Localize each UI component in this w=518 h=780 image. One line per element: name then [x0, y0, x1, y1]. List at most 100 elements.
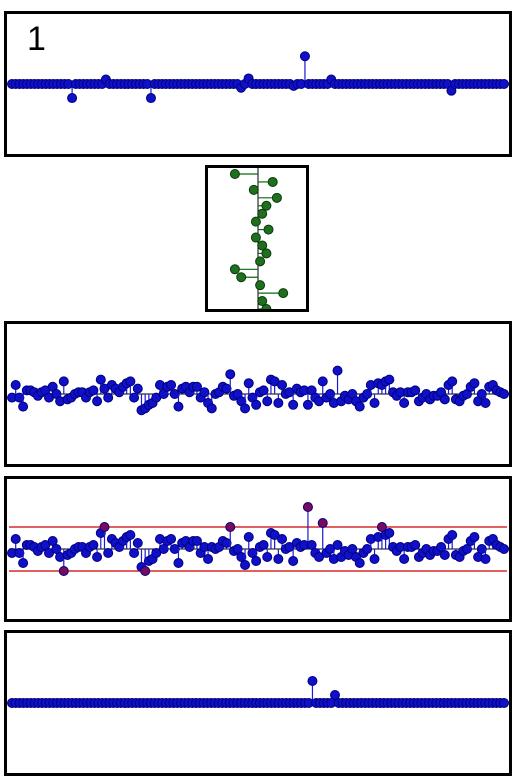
- stem-marker: [14, 548, 25, 558]
- stem-marker: [240, 560, 251, 570]
- stem-marker: [263, 224, 274, 235]
- stem-marker: [288, 399, 299, 410]
- stem-marker: [476, 544, 487, 554]
- stem-marker: [267, 176, 278, 187]
- stem-marker: [10, 534, 21, 544]
- stem-marker: [261, 200, 272, 211]
- stem-marker: [169, 544, 180, 554]
- stem-marker: [173, 558, 184, 568]
- stem-marker: [125, 530, 136, 540]
- stem-marker: [132, 383, 143, 394]
- stem-marker: [158, 544, 169, 554]
- stem-marker: [206, 403, 217, 414]
- panel-label: 1: [27, 20, 46, 58]
- stem-marker: [439, 394, 450, 405]
- stem-marker: [14, 392, 25, 403]
- stem-marker: [221, 538, 232, 548]
- stem-marker: [191, 381, 202, 392]
- stem-marker: [257, 296, 268, 307]
- stem-marker: [376, 522, 387, 532]
- stem-marker: [67, 93, 78, 104]
- stem-marker: [369, 554, 380, 564]
- stem-marker: [255, 280, 266, 291]
- stem-marker: [399, 398, 410, 408]
- stem-marker: [92, 396, 103, 407]
- stem-marker: [250, 216, 261, 227]
- stem-marker: [362, 544, 373, 554]
- stem-marker: [399, 554, 410, 564]
- stem-marker: [262, 396, 273, 407]
- stem-marker: [499, 698, 509, 708]
- stem-marker: [329, 690, 340, 700]
- stem-marker: [250, 232, 261, 243]
- stem-marker: [88, 540, 99, 550]
- stem-marker: [191, 536, 202, 546]
- stem-marker: [58, 376, 69, 387]
- noisy-stem-plot: [7, 365, 509, 416]
- stem-marker: [462, 544, 473, 554]
- stem-marker: [261, 304, 272, 309]
- stem-marker: [18, 558, 29, 568]
- stem-marker: [439, 550, 450, 560]
- stem-marker: [476, 389, 487, 399]
- stem-marker: [447, 530, 458, 540]
- stem-marker: [240, 403, 251, 414]
- stem-marker: [410, 385, 421, 396]
- stem-marker: [277, 380, 288, 390]
- stem-marker: [302, 399, 313, 410]
- stem-marker: [229, 169, 240, 179]
- stem-marker: [129, 548, 140, 558]
- stem-marker: [129, 392, 140, 403]
- stem-marker: [258, 540, 269, 550]
- noisy-signal-panel: [4, 321, 512, 467]
- stem-marker: [236, 552, 247, 562]
- stem-marker: [317, 376, 328, 387]
- stem-marker: [278, 288, 289, 299]
- stem-marker: [251, 399, 262, 410]
- stem-marker: [225, 522, 236, 532]
- stem-marker: [166, 380, 177, 390]
- stem-marker: [480, 398, 491, 408]
- stem-marker: [277, 534, 288, 544]
- stem-marker: [369, 398, 380, 408]
- stem-marker: [384, 374, 395, 385]
- stem-marker: [251, 556, 262, 566]
- stem-marker: [203, 554, 214, 564]
- recovered-signal-panel: [4, 630, 512, 776]
- threshold-stem-plot: [7, 502, 509, 576]
- stem-marker: [384, 528, 395, 538]
- stem-marker: [255, 256, 266, 267]
- stem-marker: [499, 544, 509, 554]
- stem-marker: [325, 389, 336, 399]
- stem-marker: [262, 552, 273, 562]
- stem-marker: [469, 532, 480, 542]
- threshold-signal-panel: [4, 476, 512, 622]
- stem-marker: [221, 383, 232, 394]
- stem-marker: [447, 376, 458, 387]
- stem-marker: [354, 401, 365, 412]
- stem-marker: [258, 385, 269, 396]
- stem-marker: [243, 378, 254, 389]
- stem-marker: [288, 556, 299, 566]
- stem-marker: [354, 558, 365, 568]
- stem-marker: [58, 566, 69, 576]
- stem-marker: [273, 398, 284, 408]
- stem-marker: [347, 544, 358, 554]
- stem-marker: [95, 374, 106, 385]
- stem-marker: [18, 401, 29, 412]
- stem-marker: [88, 385, 99, 396]
- stem-marker: [140, 566, 151, 576]
- stem-marker: [499, 79, 509, 89]
- stem-marker: [410, 540, 421, 550]
- stem-marker: [229, 264, 240, 275]
- stem-marker: [92, 552, 103, 562]
- stem-marker: [469, 378, 480, 389]
- recovered-stem-plot: [7, 676, 509, 708]
- stem-marker: [47, 536, 58, 546]
- stem-marker: [307, 676, 318, 686]
- stem-marker: [332, 365, 343, 376]
- sparse-signal-panel: 1: [4, 11, 512, 157]
- stem-marker: [257, 240, 268, 251]
- stem-marker: [145, 93, 156, 104]
- stem-marker: [273, 554, 284, 564]
